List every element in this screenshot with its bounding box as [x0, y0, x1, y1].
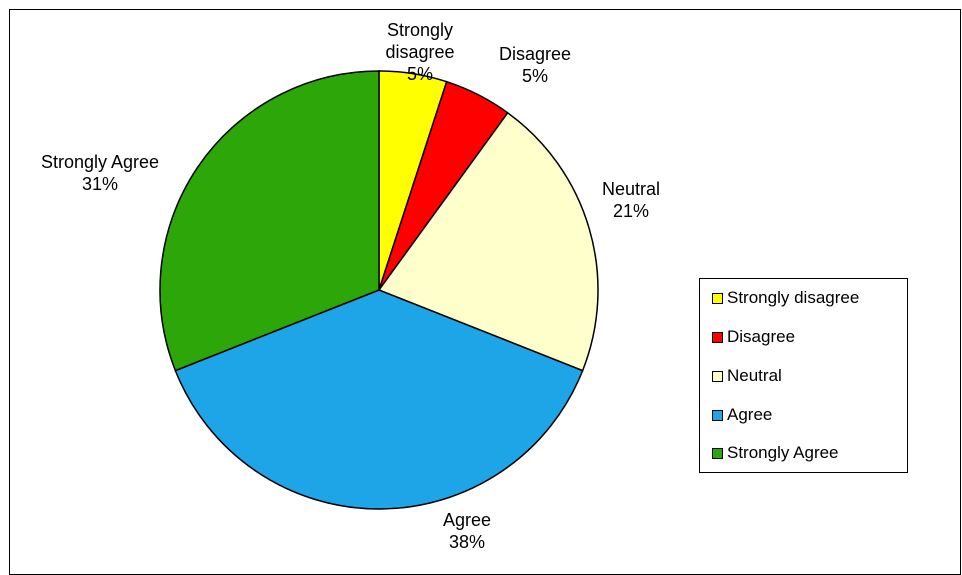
slice-name-label-agree: Agree — [443, 510, 491, 530]
legend-swatch-agree — [712, 409, 723, 421]
legend-item-strongly-agree: Strongly Agree — [712, 442, 839, 464]
legend-label-disagree: Disagree — [727, 327, 796, 346]
legend-swatch-strongly-agree — [712, 447, 723, 459]
legend-item-disagree: Disagree — [712, 326, 795, 348]
slice-name-label-strongly-agree: Strongly Agree — [41, 152, 159, 172]
legend-label-agree: Agree — [727, 405, 773, 424]
legend-item-strongly-disagree: Strongly disagree — [712, 287, 859, 309]
slice-name-label-strongly-disagree: disagree — [385, 42, 454, 62]
legend: Strongly disagree Disagree Neutral Agree… — [699, 278, 908, 473]
data-label-strongly-disagree: 5% — [407, 64, 433, 84]
legend-item-neutral: Neutral — [712, 365, 782, 387]
pie-slice-agree — [174, 289, 584, 510]
legend-label-strongly-disagree: Strongly disagree — [727, 288, 860, 307]
legend-swatch-neutral — [712, 370, 723, 382]
legend-item-agree: Agree — [712, 404, 772, 426]
data-label-agree: 38% — [449, 532, 485, 552]
slice-name-label-strongly-disagree: Strongly — [387, 20, 453, 40]
pie-slice-neutral — [377, 111, 599, 372]
legend-label-strongly-agree: Strongly Agree — [727, 443, 839, 462]
data-label-strongly-agree: 31% — [82, 174, 118, 194]
legend-label-neutral: Neutral — [727, 366, 782, 385]
data-label-neutral: 21% — [613, 201, 649, 221]
data-label-disagree: 5% — [522, 66, 548, 86]
slice-name-label-disagree: Disagree — [499, 44, 571, 64]
slice-name-label-neutral: Neutral — [602, 179, 660, 199]
pie-slice-strongly-agree — [159, 70, 380, 372]
legend-swatch-disagree — [712, 331, 723, 343]
legend-swatch-strongly-disagree — [712, 292, 723, 304]
